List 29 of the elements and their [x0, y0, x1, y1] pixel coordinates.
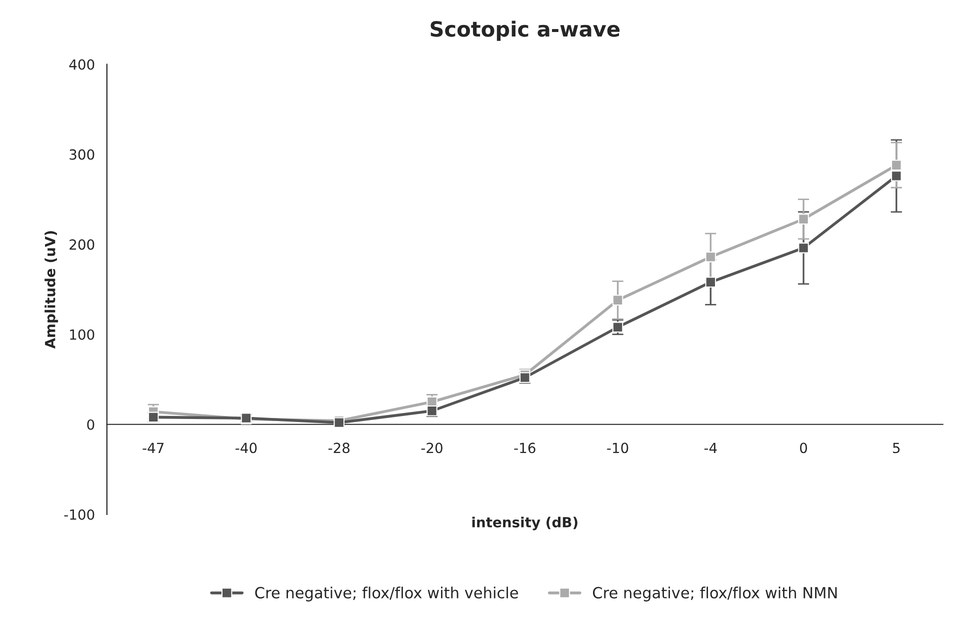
x-axis-title: intensity (dB) — [472, 516, 578, 530]
x-tick-label: 5 — [893, 442, 900, 454]
y-tick-label: 0 — [87, 419, 94, 430]
legend-label: Cre negative; flox/flox with NMN — [592, 586, 837, 602]
point — [891, 170, 902, 182]
y-tick-label: 200 — [70, 239, 94, 250]
legend-label: Cre negative; flox/flox with vehicle — [255, 586, 518, 602]
point — [798, 242, 809, 254]
point — [705, 276, 716, 288]
x-tick-label: -28 — [328, 442, 350, 454]
y-tick-label: 400 — [69, 59, 94, 70]
x-tick-label: -4 — [704, 442, 717, 453]
point — [612, 322, 624, 333]
x-tick-label: -20 — [421, 442, 442, 454]
x-tick-label: -40 — [236, 442, 257, 454]
x-tick-label: -47 — [142, 442, 164, 453]
y-tick-label: -100 — [64, 509, 94, 520]
point — [798, 214, 809, 225]
x-tick-label: 0 — [800, 442, 808, 454]
point — [891, 160, 902, 171]
point — [705, 252, 716, 262]
x-tick-label: -10 — [607, 442, 628, 454]
x-tick-label: -16 — [514, 442, 536, 454]
chart-title: Scotopic a-wave — [430, 20, 620, 41]
y-axis-title: Amplitude (uV) — [44, 231, 58, 349]
point — [148, 412, 159, 423]
y-tick-label: 300 — [70, 149, 94, 160]
y-tick-label: 100 — [70, 329, 94, 340]
point — [612, 294, 624, 306]
